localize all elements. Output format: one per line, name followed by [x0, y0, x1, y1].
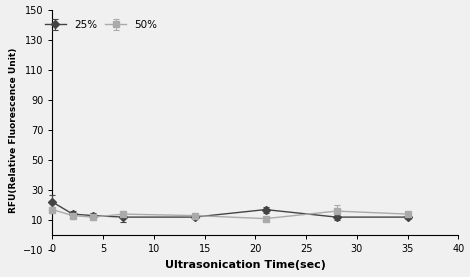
Legend: 25%, 50%: 25%, 50%	[42, 17, 161, 34]
X-axis label: Ultrasonication Time(sec): Ultrasonication Time(sec)	[165, 260, 326, 270]
Y-axis label: RFU(Relative Fluorescence Unit): RFU(Relative Fluorescence Unit)	[8, 47, 17, 212]
